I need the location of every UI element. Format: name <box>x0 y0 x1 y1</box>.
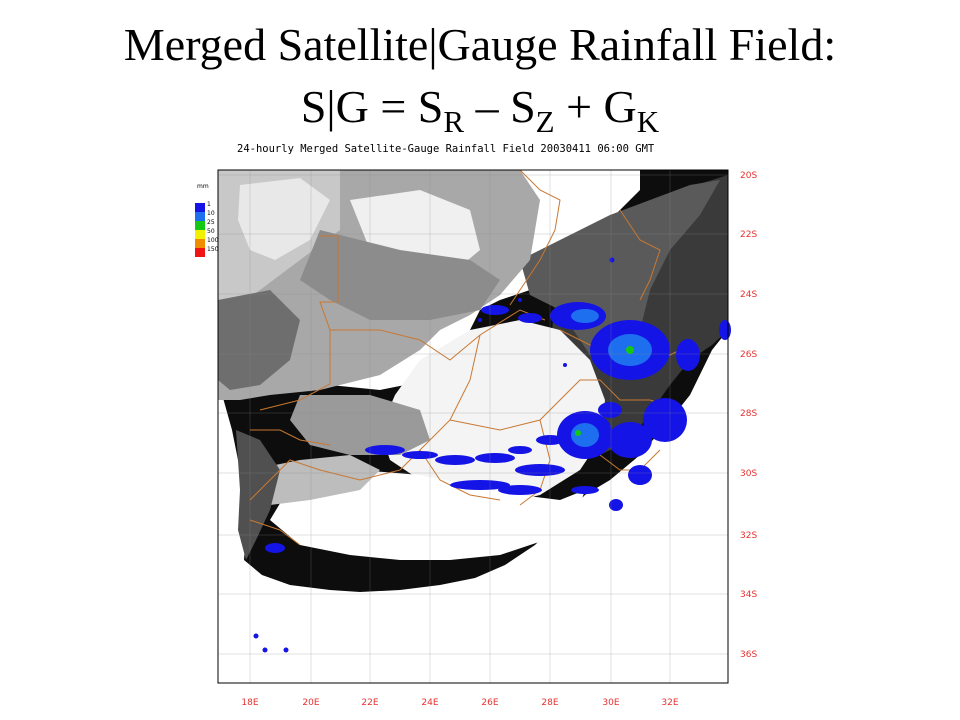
legend-swatch-50 <box>195 230 205 239</box>
lon-label-30e: 30E <box>602 698 619 708</box>
slide-title-line-1: Merged Satellite|Gauge Rainfall Field: <box>0 22 960 68</box>
title-text: Merged Satellite|Gauge Rainfall Field: <box>123 19 837 70</box>
legend-label-50: 50 <box>207 228 215 235</box>
legend-label-1: 1 <box>207 201 211 208</box>
lat-label-22s: 22S <box>740 230 757 240</box>
lon-label-32e: 32E <box>661 698 678 708</box>
west-dark-terrain <box>218 290 300 390</box>
color-legend: mm 1 10 25 50 100 150 <box>195 183 219 257</box>
lat-label-34s: 34S <box>740 590 757 600</box>
lat-label-20s: 20S <box>740 171 757 181</box>
formula-prefix: S|G = S <box>300 81 444 132</box>
lat-label-26s: 26S <box>740 350 757 360</box>
longitude-labels: 18E 20E 22E 24E 26E 28E 30E 32E <box>241 698 678 708</box>
map-caption: 24-hourly Merged Satellite-Gauge Rainfal… <box>237 143 655 155</box>
karoo-gray <box>290 395 430 455</box>
rainfall-patches <box>253 257 731 653</box>
formula-minus: – S <box>464 81 536 132</box>
graticule <box>218 170 728 683</box>
map-frame-outline <box>217 169 729 684</box>
legend-label-150: 150 <box>207 246 219 253</box>
legend-swatch-25 <box>195 221 205 230</box>
formula-sub-k: K <box>636 104 660 139</box>
formula-sub-r: R <box>443 104 465 139</box>
lon-label-26e: 26E <box>481 698 498 708</box>
lat-label-24s: 24S <box>740 290 757 300</box>
cape-dark-terrain <box>236 430 280 560</box>
lon-label-20e: 20E <box>302 698 319 708</box>
lon-label-18e: 18E <box>241 698 258 708</box>
kalahari-white <box>238 178 330 260</box>
lon-label-24e: 24E <box>421 698 438 708</box>
lat-label-36s: 36S <box>740 650 757 660</box>
legend-label-25: 25 <box>207 219 215 226</box>
legend-unit: mm <box>197 183 209 190</box>
legend-swatch-10 <box>195 212 205 221</box>
lon-label-28e: 28E <box>541 698 558 708</box>
formula-sub-z: Z <box>535 104 555 139</box>
latitude-labels: 20S 22S 24S 26S 28S 30S 32S 34S 36S <box>740 171 757 660</box>
central-mid-gray <box>300 230 500 320</box>
legend-swatch-100 <box>195 239 205 248</box>
lat-label-28s: 28S <box>740 409 757 419</box>
legend-swatch-150 <box>195 248 205 257</box>
legend-label-10: 10 <box>207 210 215 217</box>
lon-label-22e: 22E <box>361 698 378 708</box>
legend-swatch-1 <box>195 203 205 212</box>
formula-plus: + G <box>554 81 637 132</box>
lat-label-30s: 30S <box>740 469 757 479</box>
legend-label-100: 100 <box>207 237 219 244</box>
slide-title-formula: S|G = SR – SZ + GK <box>0 81 960 139</box>
lat-label-32s: 32S <box>740 531 757 541</box>
